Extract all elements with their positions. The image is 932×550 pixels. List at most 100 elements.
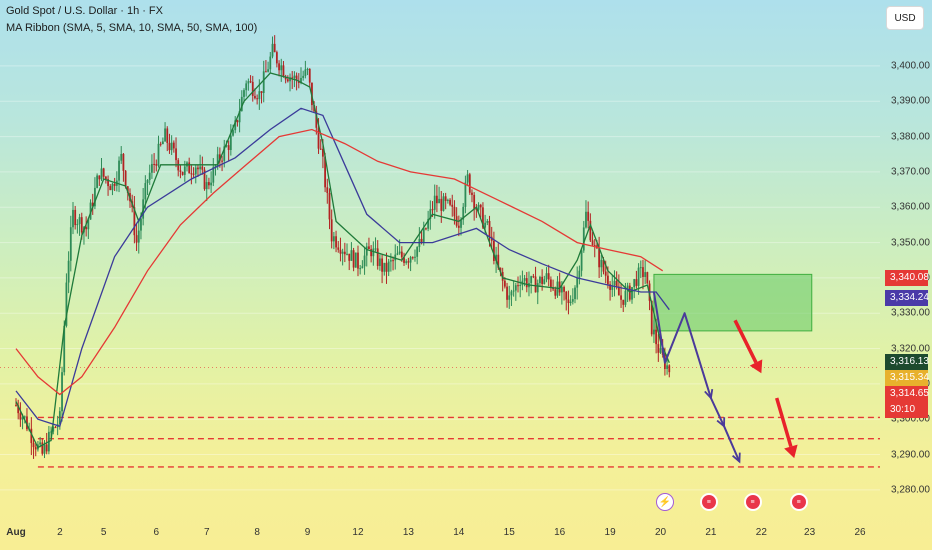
candle-body xyxy=(416,247,419,257)
candle-body xyxy=(582,227,585,251)
candle-body xyxy=(574,287,576,300)
candle-body xyxy=(462,206,465,220)
candle-body xyxy=(286,79,289,82)
candle-body xyxy=(626,285,629,291)
time-tick: 13 xyxy=(402,527,414,538)
candle-body xyxy=(580,250,583,271)
candle-body xyxy=(91,202,94,207)
candle-body xyxy=(17,405,20,414)
candle-body xyxy=(657,344,660,353)
time-tick: 9 xyxy=(304,527,311,538)
price-tick: 3,390.00 xyxy=(891,95,930,107)
bearish-arrow[interactable] xyxy=(733,319,758,364)
candle-body xyxy=(335,236,337,248)
time-tick: 23 xyxy=(804,527,816,538)
candle-body xyxy=(157,143,160,166)
candle-body xyxy=(350,250,353,261)
candle-body xyxy=(122,153,125,171)
candle-body xyxy=(273,43,276,53)
candle-body xyxy=(341,251,344,254)
price-tick: 3,330.00 xyxy=(891,307,930,319)
candle-body xyxy=(460,219,462,228)
candle-body xyxy=(238,111,241,123)
projection-arrowhead xyxy=(732,452,741,464)
time-tick: 12 xyxy=(352,527,364,538)
candle-body xyxy=(383,262,386,272)
candle-body xyxy=(260,91,263,94)
candle-body xyxy=(102,168,105,177)
candle-body xyxy=(438,198,440,204)
symbol-title[interactable]: Gold Spot / U.S. Dollar · 1h · FX xyxy=(6,5,163,17)
candle-body xyxy=(519,284,522,286)
candle-body xyxy=(370,249,373,257)
candle-body xyxy=(442,196,445,211)
candle-body xyxy=(221,160,223,162)
candle-body xyxy=(67,260,70,283)
bearish-arrow[interactable] xyxy=(775,397,793,448)
candle-body xyxy=(249,81,252,83)
candle-body xyxy=(635,279,638,286)
projection-path[interactable] xyxy=(652,291,741,462)
bolt-icon[interactable]: ⚡ xyxy=(655,493,674,511)
us-flag-icon[interactable]: ≡ xyxy=(699,493,718,511)
candle-body xyxy=(304,69,307,76)
price-tick: 3,280.00 xyxy=(891,484,930,496)
candle-body xyxy=(65,282,68,326)
candle-body xyxy=(166,128,169,143)
candle-body xyxy=(666,365,668,369)
candle-body xyxy=(39,442,42,445)
candle-body xyxy=(613,280,616,286)
candle-body xyxy=(317,127,320,149)
candle-body xyxy=(94,187,96,207)
candle-body xyxy=(61,372,63,412)
candle-body xyxy=(486,221,489,223)
candle-body xyxy=(326,187,329,194)
candle-body xyxy=(229,135,232,150)
candle-body xyxy=(205,182,208,190)
candle-body xyxy=(282,65,285,77)
candle-body xyxy=(493,240,495,261)
candle-body xyxy=(503,280,506,287)
indicator-legend[interactable]: MA Ribbon (SMA, 5, SMA, 10, SMA, 50, SMA… xyxy=(6,22,258,34)
projection-arrowhead xyxy=(716,417,726,429)
candle-body xyxy=(232,130,234,136)
candle-body xyxy=(563,286,565,292)
time-tick: 5 xyxy=(100,527,107,538)
candle-body xyxy=(146,180,149,184)
candle-body xyxy=(475,208,478,210)
candle-body xyxy=(477,204,480,210)
candle-body xyxy=(451,204,454,207)
candle-body xyxy=(440,198,443,211)
timeframe[interactable]: 1h xyxy=(126,5,140,17)
candle-body xyxy=(639,267,642,269)
candle-body xyxy=(354,252,357,268)
supply-zone[interactable] xyxy=(653,273,813,332)
time-tick: 2 xyxy=(57,527,63,538)
candle-body xyxy=(135,235,138,243)
currency-button[interactable]: USD xyxy=(886,6,924,30)
candle-body xyxy=(308,68,311,83)
candle-body xyxy=(453,206,456,217)
us-flag-icon[interactable]: ≡ xyxy=(743,493,762,511)
candle-body xyxy=(403,257,405,263)
candle-body xyxy=(111,183,114,191)
ma-line-sma5[interactable] xyxy=(15,72,670,449)
candle-body xyxy=(346,253,348,255)
candle-body xyxy=(357,252,359,269)
candle-body xyxy=(348,253,351,261)
candle-body xyxy=(284,76,287,80)
time-tick: 26 xyxy=(854,527,866,538)
candle-body xyxy=(194,167,197,175)
candles xyxy=(15,35,671,459)
candle-body xyxy=(302,75,305,78)
candle-body xyxy=(644,272,647,277)
us-flag-icon[interactable]: ≡ xyxy=(789,493,808,511)
candle-body xyxy=(133,207,136,236)
ma-line-sma100[interactable] xyxy=(15,128,664,396)
ma-line-sma50[interactable] xyxy=(15,107,670,428)
candle-body xyxy=(339,249,342,254)
candle-body xyxy=(63,325,66,373)
candle-body xyxy=(144,183,147,200)
